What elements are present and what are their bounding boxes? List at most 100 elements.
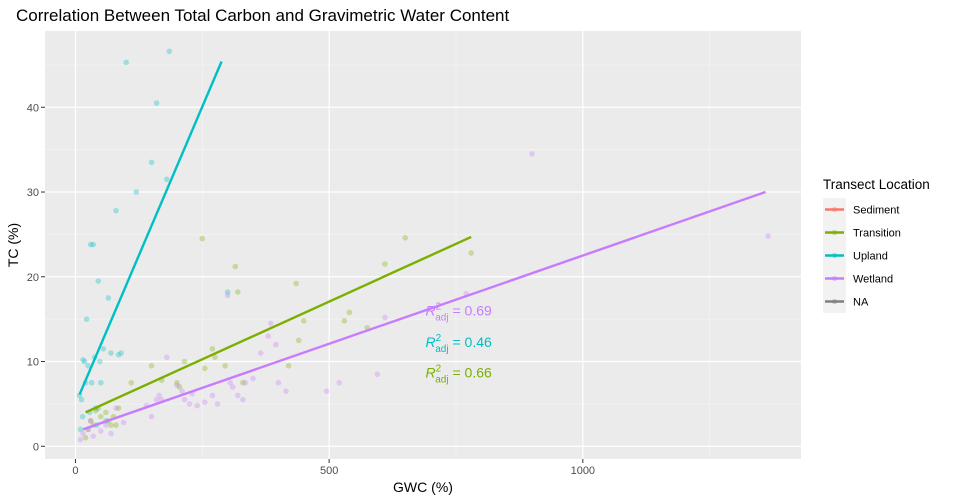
point-upland: [95, 278, 102, 284]
y-tick-label: 10: [27, 357, 39, 369]
point-wetland: [148, 413, 155, 420]
r2-annotation: R2 adj = 0.69: [426, 302, 492, 324]
point-upland: [123, 59, 129, 66]
point-wetland: [242, 379, 249, 386]
point-wetland: [224, 292, 231, 299]
point-wetland: [194, 402, 201, 409]
grid-major: [45, 31, 801, 459]
point-transition: [402, 234, 409, 241]
point-upland: [96, 358, 103, 365]
point-wetland: [265, 333, 272, 339]
point-transition: [113, 422, 119, 428]
point-wetland: [257, 350, 264, 356]
legend: Transect Location Sediment Transition Upla…: [823, 177, 930, 313]
point-upland: [79, 413, 86, 420]
point-transition: [222, 362, 228, 369]
point-wetland: [120, 419, 127, 426]
y-tick-label: 20: [27, 272, 39, 284]
point-transition: [181, 358, 188, 365]
point-transition: [176, 384, 183, 390]
point-wetland: [529, 151, 535, 157]
point-upland: [78, 396, 85, 403]
point-transition: [382, 261, 388, 267]
point-wetland: [186, 401, 193, 407]
point-transition: [293, 280, 299, 287]
plot-panel: [45, 31, 801, 459]
point-transition: [87, 418, 94, 424]
point-wetland: [163, 354, 170, 361]
point-upland: [100, 346, 107, 352]
fit-lines: [78, 61, 766, 431]
x-tick-label: 500: [320, 465, 338, 477]
point-upland: [108, 350, 114, 356]
point-wetland: [382, 314, 388, 321]
y-tick-label: 40: [27, 102, 39, 114]
x-tick-label: 1000: [571, 465, 595, 477]
point-wetland: [90, 433, 97, 439]
point-upland: [163, 176, 170, 183]
point-wetland: [227, 379, 233, 386]
point-upland: [133, 189, 140, 195]
point-wetland: [765, 233, 771, 239]
point-upland: [81, 358, 88, 365]
point-transition: [148, 362, 155, 369]
point-wetland: [103, 422, 109, 428]
point-upland: [80, 357, 86, 363]
point-transition: [295, 337, 302, 344]
point-transition: [82, 435, 89, 441]
point-upland: [87, 241, 94, 248]
point-transition: [235, 289, 241, 295]
point-wetland: [181, 396, 188, 403]
point-upland: [77, 426, 84, 433]
point-transition: [232, 263, 239, 270]
point-wetland: [113, 405, 119, 411]
point-wetland: [87, 418, 94, 424]
point-transition: [240, 379, 246, 386]
point-wetland: [153, 396, 160, 403]
chart-title: Correlation Between Total Carbon and Gra…: [16, 6, 510, 25]
y-tick-label: 0: [33, 441, 39, 453]
point-transition: [115, 405, 122, 411]
point-wetland: [156, 392, 162, 399]
point-upland: [90, 241, 97, 248]
point-transition: [285, 362, 292, 369]
r2-annotation: R2 adj = 0.46: [426, 333, 492, 355]
fit-line-transition: [85, 235, 472, 414]
r2-annotations: R2 adj = 0.69 R2 adj = 0.46 R2 adj = 0.66: [426, 302, 492, 386]
y-axis-title: TC (%): [5, 223, 21, 267]
point-upland: [105, 295, 112, 301]
x-axis-title: GWC (%): [393, 479, 453, 495]
data-points: [76, 48, 771, 443]
point-transition: [98, 413, 104, 420]
point-upland: [115, 351, 122, 358]
point-transition: [128, 379, 135, 386]
point-wetland: [374, 371, 381, 378]
point-wetland: [267, 320, 274, 327]
x-tick-label: 0: [72, 465, 78, 477]
point-transition: [174, 379, 180, 386]
point-wetland: [323, 388, 330, 394]
legend-label-upland: Upland: [853, 251, 888, 263]
point-wetland: [336, 379, 343, 386]
fit-line-wetland: [82, 190, 766, 431]
legend-label-transition: Transition: [853, 228, 901, 240]
point-transition: [108, 422, 114, 428]
point-upland: [118, 350, 124, 356]
y-tick-label: 30: [27, 187, 39, 199]
point-wetland: [250, 375, 256, 382]
point-transition: [199, 235, 206, 242]
point-transition: [346, 309, 353, 316]
point-wetland: [283, 388, 289, 394]
point-wetland: [98, 428, 104, 434]
point-upland: [85, 362, 91, 369]
point-wetland: [108, 430, 114, 437]
point-transition: [212, 354, 218, 361]
point-upland: [98, 379, 104, 386]
point-wetland: [214, 401, 221, 407]
point-wetland: [229, 384, 236, 390]
x-axis-ticks: 0 500 1000: [72, 459, 595, 477]
point-upland: [153, 100, 160, 106]
point-transition: [341, 318, 348, 324]
point-wetland: [235, 392, 241, 399]
